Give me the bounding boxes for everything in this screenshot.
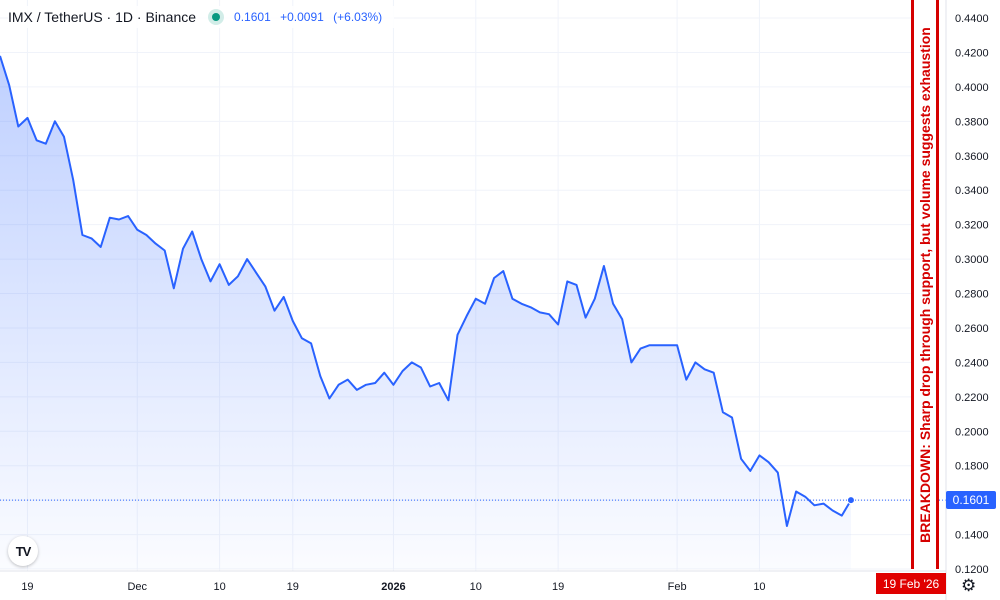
price-tick-label: 0.1200 [955, 564, 989, 576]
price-tick-label: 0.3800 [955, 116, 989, 128]
time-tick-label: 19 [552, 581, 564, 593]
price-area-fill [0, 55, 851, 569]
gear-icon[interactable]: ⚙ [961, 576, 977, 595]
symbol-title[interactable]: IMX / TetherUS · 1D · Binance [8, 9, 197, 25]
last-price-label: 0.1601 [946, 491, 996, 510]
price-tick-label: 0.1400 [955, 530, 989, 542]
price-tick-label: 0.3600 [955, 151, 989, 163]
price-tick-label: 0.3200 [955, 220, 989, 232]
price-tick-label: 0.2400 [955, 357, 989, 369]
price-change-percent: (+6.03%) [333, 10, 383, 24]
time-tick-label: Feb [668, 581, 687, 593]
last-price-value: 0.1601 [234, 10, 271, 24]
annotation-text: BREAKDOWN: Sharp drop through support, b… [917, 26, 933, 543]
time-tick-label: 10 [213, 581, 225, 593]
annotation-date-label: 19 Feb '26 [876, 573, 946, 594]
time-tick-label: 19 [21, 581, 33, 593]
price-change-value: +0.0091 [280, 10, 324, 24]
time-axis[interactable]: 19 Dec 10 19 2026 10 19 Feb 10 [21, 581, 765, 593]
price-line [0, 55, 852, 527]
time-tick-label: 2026 [381, 581, 405, 593]
price-axis[interactable]: 0.4400 0.4200 0.4000 0.3800 0.3600 0.3400 0.32… [955, 13, 989, 576]
time-tick-label: Dec [127, 581, 147, 593]
price-tick-label: 0.4400 [955, 13, 989, 25]
price-tick-label: 0.2200 [955, 392, 989, 404]
price-tick-label: 0.1800 [955, 461, 989, 473]
price-tick-label: 0.3000 [955, 254, 989, 266]
tradingview-logo-icon[interactable]: TV [8, 536, 38, 566]
time-tick-label: 10 [470, 581, 482, 593]
price-tick-label: 0.4000 [955, 82, 989, 94]
price-tick-label: 0.4200 [955, 47, 989, 59]
time-tick-label: 10 [753, 581, 765, 593]
price-tick-label: 0.2000 [955, 426, 989, 438]
price-tick-label: 0.2800 [955, 289, 989, 301]
time-tick-label: 19 [287, 581, 299, 593]
live-status-dot-icon [212, 13, 221, 21]
price-tick-label: 0.2600 [955, 323, 989, 335]
chart-legend-header[interactable]: IMX / TetherUS · 1D · Binance 0.1601 +0.… [8, 6, 395, 28]
last-price-dot [846, 496, 855, 505]
breakdown-annotation[interactable]: BREAKDOWN: Sharp drop through support, b… [911, 0, 939, 569]
price-tick-label: 0.3400 [955, 185, 989, 197]
quote-values: 0.1601 +0.0091 (+6.03%) [234, 10, 388, 24]
